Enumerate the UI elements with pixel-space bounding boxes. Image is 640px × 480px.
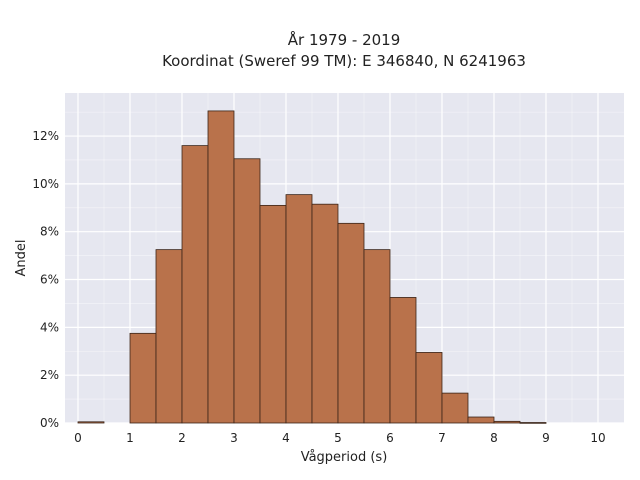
x-tick-label: 4 [282,431,290,445]
histogram-bar [129,332,157,424]
x-tick-label: 5 [334,431,342,445]
histogram-bar [311,203,339,424]
x-tick-label: 8 [490,431,498,445]
histogram-bar [259,204,287,424]
histogram-bar [467,416,495,424]
bars [77,110,547,424]
x-tick-label: 0 [74,431,82,445]
histogram-bar [415,352,443,424]
histogram-bar [493,420,521,424]
y-axis-label: Andel [14,240,29,277]
x-tick-label: 6 [386,431,394,445]
y-tick-label: 4% [40,320,59,334]
histogram-bar [337,222,365,424]
y-tick-label: 10% [32,177,59,191]
histogram-bar [363,249,391,424]
histogram-bar [233,158,261,424]
histogram-bar [441,392,469,424]
x-tick-label: 3 [230,431,238,445]
histogram-bar [389,297,417,424]
y-tick-label: 6% [40,273,59,287]
histogram-bar [155,249,183,424]
histogram-bar [207,110,235,424]
y-tick-label: 8% [40,225,59,239]
x-tick-label: 2 [178,431,186,445]
x-tick-label: 10 [590,431,605,445]
chart-title-line-2: Koordinat (Sweref 99 TM): E 346840, N 62… [162,52,526,70]
x-axis-label: Vågperiod (s) [301,450,388,465]
x-tick-label: 9 [542,431,550,445]
histogram-bar [519,422,547,424]
tick-labels: 0 1 2 3 4 5 6 7 8 9 10 0% 2% 4% 6% 8% 10% 12% [32,129,605,445]
y-tick-label: 2% [40,368,59,382]
y-tick-label: 0% [40,416,59,430]
histogram-bar [181,145,209,424]
histogram-bar [77,421,105,424]
histogram-bar [285,194,313,424]
x-tick-label: 1 [126,431,134,445]
chart-title-line-1: År 1979 - 2019 [288,30,401,49]
y-tick-label: 12% [32,129,59,143]
x-tick-label: 7 [438,431,446,445]
